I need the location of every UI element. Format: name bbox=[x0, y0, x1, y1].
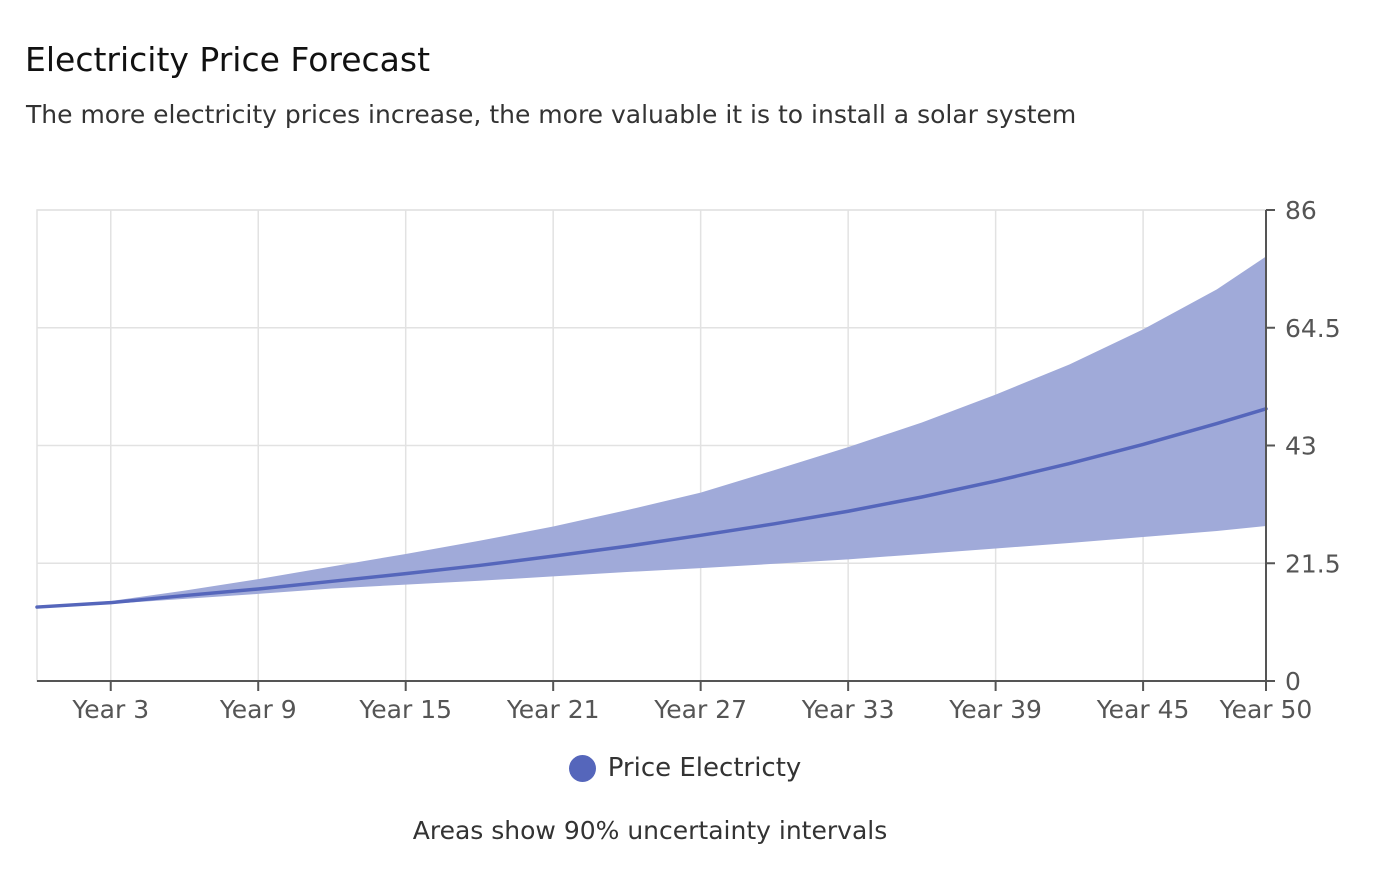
chart-subtitle: The more electricity prices increase, th… bbox=[26, 100, 1077, 129]
x-tick-label: Year 3 bbox=[71, 695, 149, 724]
axis-layer: Year 3 Year 9 Year 15 Year 21 Year 27 Year 33… bbox=[37, 196, 1341, 724]
x-tick-label: Year 9 bbox=[219, 695, 297, 724]
x-tick-label: Year 27 bbox=[653, 695, 747, 724]
y-tick-label: 0 bbox=[1285, 667, 1301, 696]
x-tick-label: Year 33 bbox=[801, 695, 895, 724]
legend-label-price-electricity: Price Electricty bbox=[607, 753, 802, 783]
series-layer bbox=[35, 256, 1268, 609]
uncertainty-band-price-electricity bbox=[37, 256, 1266, 608]
legend-swatch-price-electricity bbox=[568, 754, 596, 782]
x-tick-label: Year 50 bbox=[1219, 695, 1313, 724]
legend[interactable]: Price Electricty bbox=[0, 753, 1400, 783]
x-tick-label: Year 15 bbox=[358, 695, 452, 724]
series-line-price-electricity[interactable] bbox=[35, 407, 1268, 609]
chart-title: Electricity Price Forecast bbox=[25, 40, 431, 79]
x-tick-label: Year 39 bbox=[948, 695, 1042, 724]
x-tick-label: Year 45 bbox=[1096, 695, 1190, 724]
x-tick-label: Year 21 bbox=[506, 695, 600, 724]
y-tick-label: 43 bbox=[1285, 432, 1317, 461]
uncertainty-footnote: Areas show 90% uncertainty intervals bbox=[412, 816, 888, 845]
y-tick-label: 86 bbox=[1285, 196, 1317, 225]
y-tick-label: 64.5 bbox=[1285, 314, 1341, 343]
y-tick-label: 21.5 bbox=[1285, 549, 1341, 578]
